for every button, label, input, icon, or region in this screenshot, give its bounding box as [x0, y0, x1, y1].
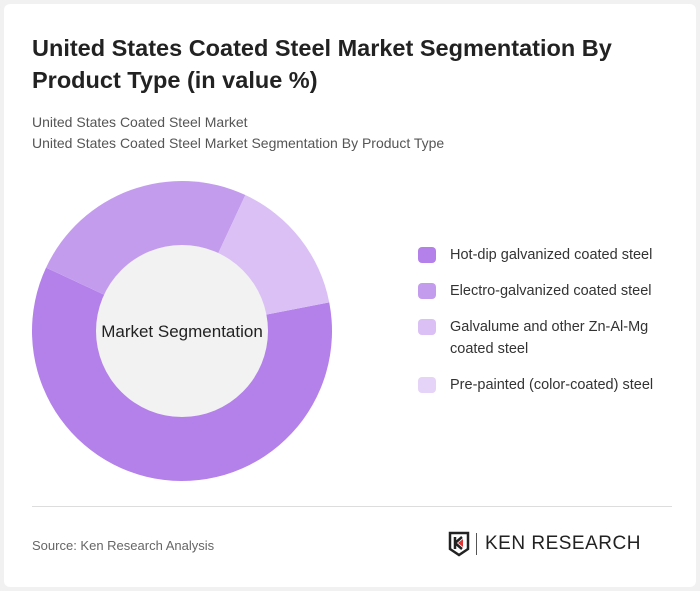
ken-research-logo-icon — [448, 531, 470, 557]
divider — [32, 506, 672, 507]
logo-text: KEN RESEARCH — [485, 533, 641, 554]
chart-card: United States Coated Steel Market Segmen… — [4, 4, 696, 587]
legend-label: Electro-galvanized coated steel — [450, 283, 652, 299]
donut-hole — [96, 245, 268, 417]
logo-separator — [476, 533, 477, 555]
subtitle-market: United States Coated Steel Market — [32, 114, 248, 130]
donut-center-label: Market Segmentation — [101, 322, 263, 341]
legend-item[interactable]: Pre-painted (color-coated) steel — [418, 374, 688, 396]
chart-title: United States Coated Steel Market Segmen… — [32, 35, 612, 93]
legend-label: Hot-dip galvanized coated steel — [450, 247, 653, 263]
legend: Hot-dip galvanized coated steel Electro-g… — [418, 244, 688, 410]
legend-item[interactable]: Electro-galvanized coated steel — [418, 280, 688, 302]
legend-item[interactable]: Hot-dip galvanized coated steel — [418, 244, 688, 266]
source-text: Source: Ken Research Analysis — [32, 538, 215, 553]
legend-label: Galvalume and other Zn-Al-Mg coated stee… — [450, 319, 649, 357]
legend-swatch — [418, 319, 436, 335]
legend-label: Pre-painted (color-coated) steel — [450, 377, 654, 393]
legend-swatch — [418, 283, 436, 299]
legend-swatch — [418, 247, 436, 263]
legend-swatch — [418, 377, 436, 393]
donut-chart: Market Segmentation — [31, 181, 333, 481]
legend-item[interactable]: Galvalume and other Zn-Al-Mg coated stee… — [418, 316, 688, 360]
subtitle-segmentation: United States Coated Steel Market Segmen… — [32, 135, 445, 151]
ken-research-logo: KEN RESEARCH — [448, 531, 641, 557]
